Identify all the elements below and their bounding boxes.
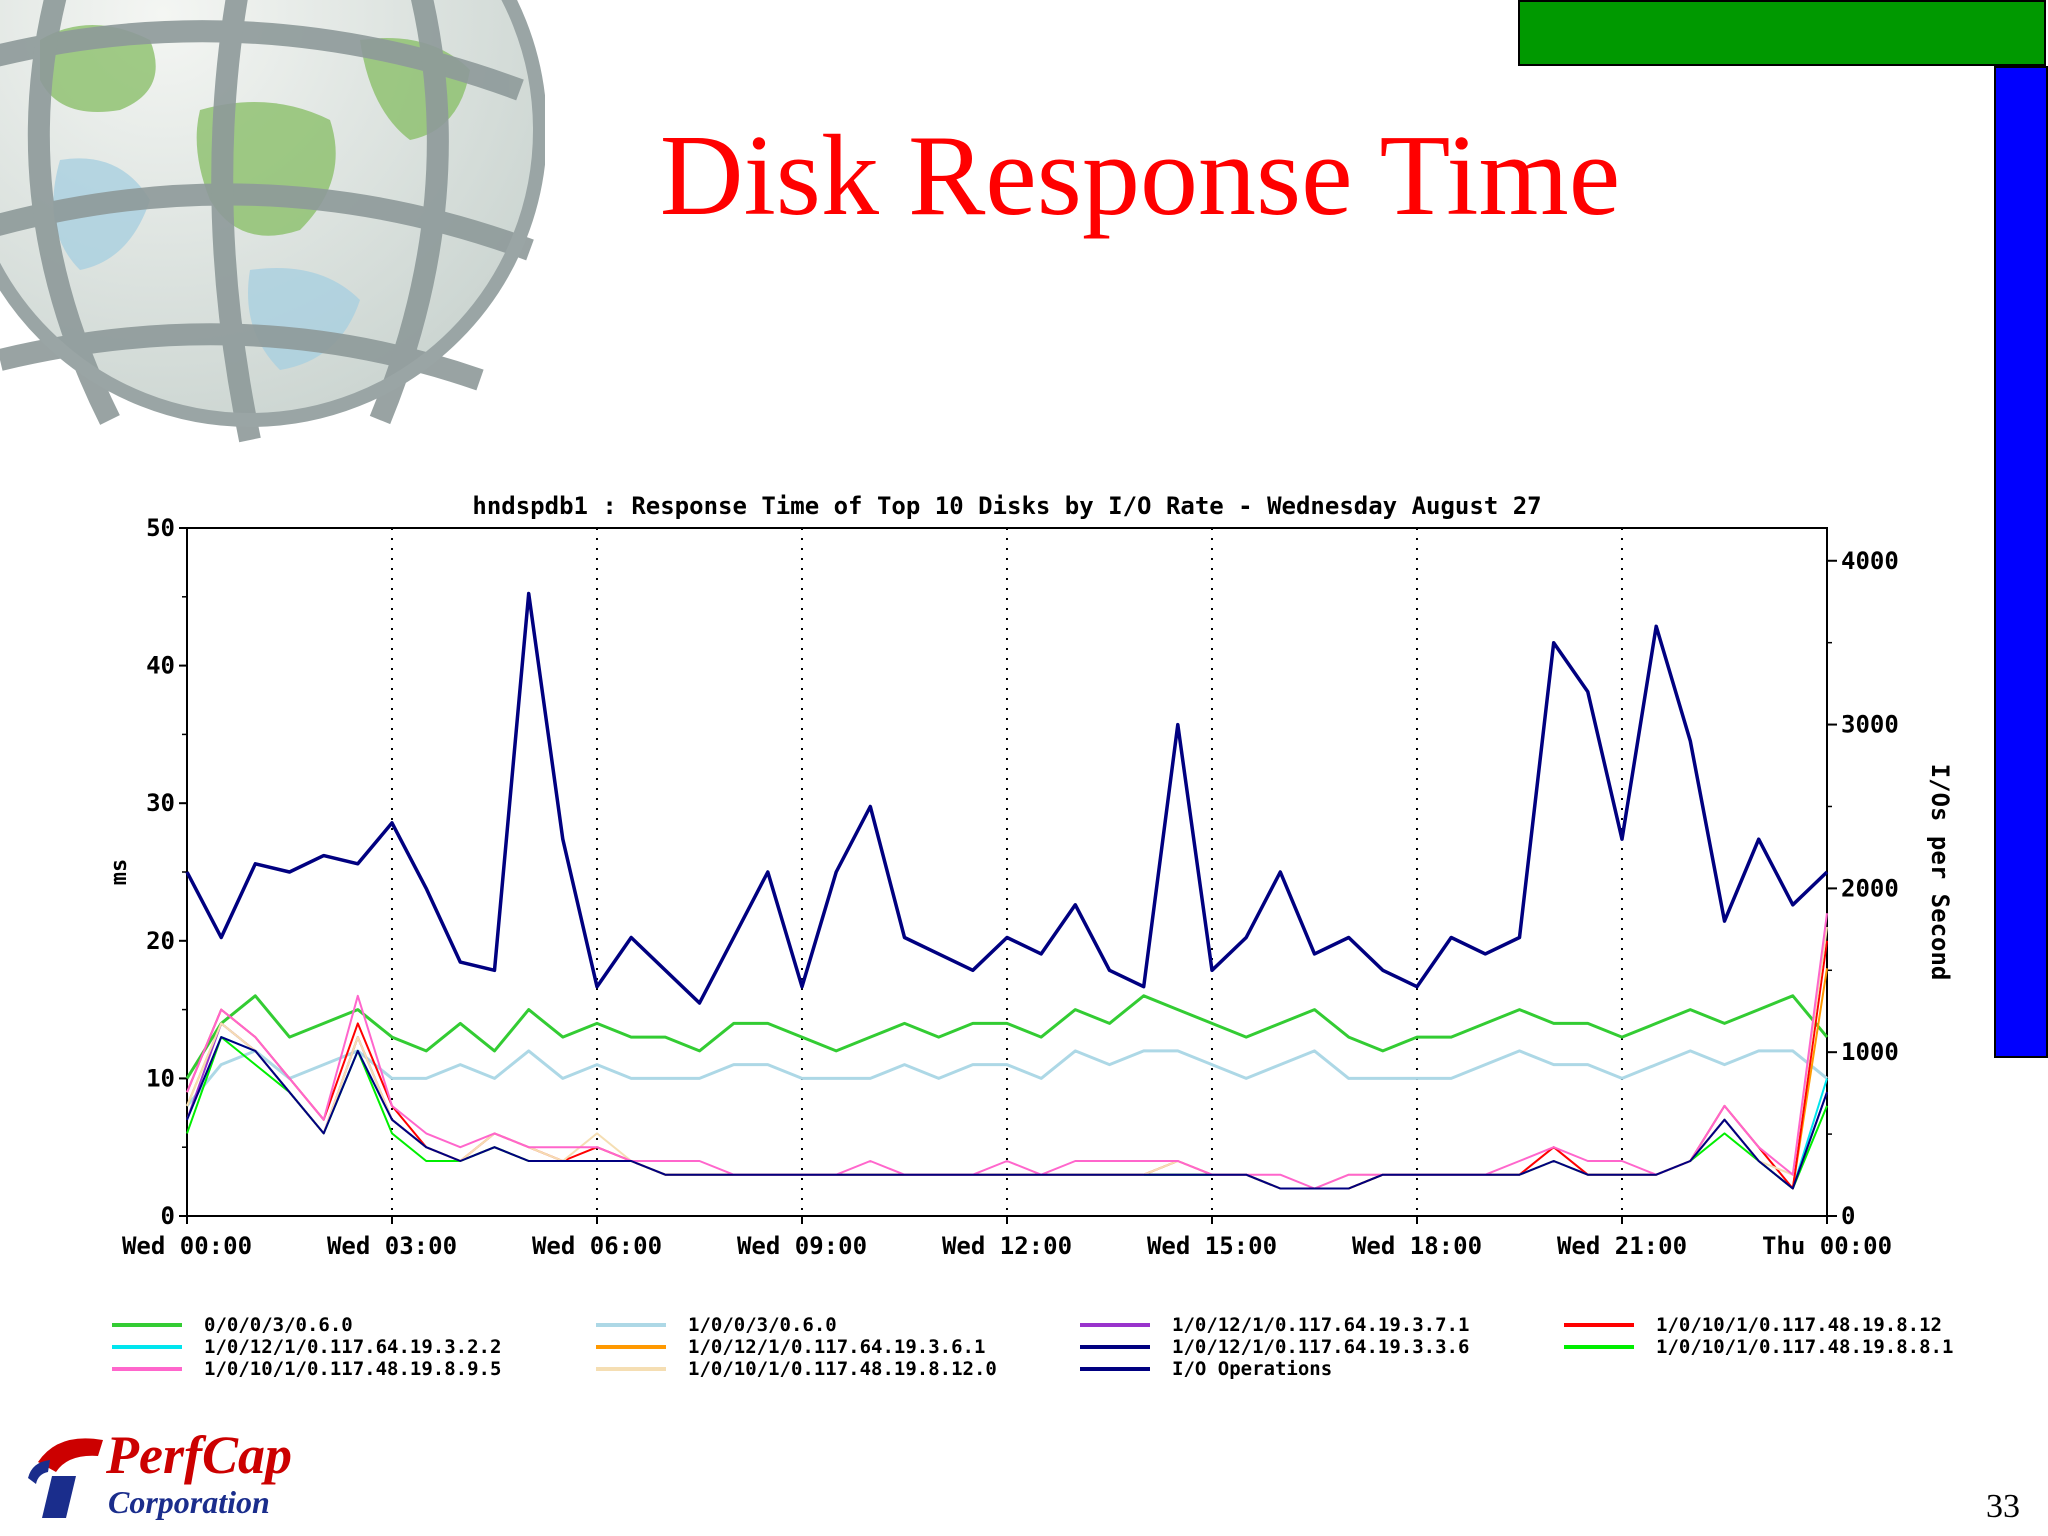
legend-label: 1/0/10/1/0.117.48.19.8.9.5 bbox=[204, 1358, 502, 1380]
page-number: 33 bbox=[1986, 1488, 2020, 1525]
series-line-1-0-12-1-0-117-64-19-3-3-6 bbox=[186, 1036, 1828, 1190]
response-time-chart: hndspdb1 : Response Time of Top 10 Disks… bbox=[107, 492, 1954, 1260]
legend-label: 1/0/10/1/0.117.48.19.8.12.0 bbox=[688, 1358, 997, 1380]
y2-tick-label: 0 bbox=[1841, 1202, 1855, 1230]
legend-label: 1/0/12/1/0.117.64.19.3.7.1 bbox=[1172, 1314, 1470, 1336]
legend-label: 1/0/10/1/0.117.48.19.8.8.1 bbox=[1656, 1336, 1954, 1358]
legend-label: 1/0/12/1/0.117.64.19.3.3.6 bbox=[1172, 1336, 1470, 1358]
legend-swatch bbox=[1080, 1345, 1150, 1349]
legend-label: 0/0/0/3/0.6.0 bbox=[204, 1314, 353, 1336]
legend-item: 1/0/12/1/0.117.64.19.3.7.1 bbox=[1080, 1314, 1469, 1336]
x-tick-label: Wed 15:00 bbox=[1147, 1232, 1277, 1260]
legend-item: 1/0/12/1/0.117.64.19.3.3.6 bbox=[1080, 1336, 1469, 1358]
slide-title: Disk Response Time bbox=[659, 112, 1621, 240]
series-line-1-0-10-1-0-117-48-19-8-9-5 bbox=[186, 913, 1828, 1190]
legend-item: 0/0/0/3/0.6.0 bbox=[112, 1314, 353, 1336]
plot-area bbox=[186, 527, 1828, 1217]
x-tick-label: Wed 12:00 bbox=[942, 1232, 1072, 1260]
series-line-1-0-0-3-0-6-0 bbox=[185, 1049, 1828, 1107]
chart-title: hndspdb1 : Response Time of Top 10 Disks… bbox=[472, 492, 1541, 520]
y2-axis-label: I/Os per Second bbox=[1926, 764, 1954, 981]
legend-item: I/O Operations bbox=[1080, 1358, 1332, 1380]
y2-tick-label: 1000 bbox=[1841, 1038, 1899, 1066]
legend-swatch bbox=[112, 1367, 182, 1371]
legend-swatch bbox=[596, 1367, 666, 1371]
y-axis-label: ms bbox=[107, 859, 132, 886]
top-accent-bar bbox=[1518, 0, 2046, 66]
y-tick-label: 0 bbox=[161, 1202, 175, 1230]
legend-swatch bbox=[112, 1323, 182, 1327]
perfcap-logo-mark bbox=[28, 1438, 103, 1518]
legend-item: 1/0/12/1/0.117.64.19.3.2.2 bbox=[112, 1336, 501, 1358]
chart-legend: 0/0/0/3/0.6.0 1/0/12/1/0.117.64.19.3.2.2 1… bbox=[112, 1314, 1992, 1384]
legend-swatch bbox=[596, 1345, 666, 1349]
logo-subtitle: Corporation bbox=[108, 1484, 270, 1520]
legend-swatch bbox=[112, 1345, 182, 1349]
y-tick-label: 30 bbox=[146, 789, 175, 817]
legend-item: 1/0/10/1/0.117.48.19.8.12.0 bbox=[596, 1358, 997, 1380]
legend-label: 1/0/12/1/0.117.64.19.3.2.2 bbox=[204, 1336, 502, 1358]
globe-image bbox=[0, 0, 545, 443]
y-tick-label: 10 bbox=[146, 1064, 175, 1092]
logo-name: PerfCap bbox=[106, 1425, 292, 1485]
legend-swatch bbox=[1564, 1345, 1634, 1349]
perfcap-logo: PerfCap Corporation bbox=[28, 1425, 328, 1524]
series-line-0-0-0-3-0-6-0 bbox=[185, 994, 1829, 1080]
axis-ticks: Wed 00:00 Wed 03:00 Wed 06:00 Wed 09:00 Wed … bbox=[122, 514, 1899, 1260]
legend-item: 1/0/12/1/0.117.64.19.3.6.1 bbox=[596, 1336, 985, 1358]
legend-label: 1/0/12/1/0.117.64.19.3.6.1 bbox=[688, 1336, 986, 1358]
legend-label: I/O Operations bbox=[1172, 1358, 1333, 1380]
x-tick-label: Thu 00:00 bbox=[1762, 1232, 1892, 1260]
x-tick-label: Wed 09:00 bbox=[737, 1232, 867, 1260]
legend-swatch bbox=[1080, 1323, 1150, 1327]
legend-item: 1/0/10/1/0.117.48.19.8.9.5 bbox=[112, 1358, 501, 1380]
y2-tick-label: 2000 bbox=[1841, 874, 1899, 902]
legend-item: 1/0/10/1/0.117.48.19.8.12 bbox=[1564, 1314, 1942, 1336]
x-tick-label: Wed 21:00 bbox=[1557, 1232, 1687, 1260]
y-tick-label: 50 bbox=[146, 514, 175, 542]
legend-item: 1/0/10/1/0.117.48.19.8.8.1 bbox=[1564, 1336, 1953, 1358]
legend-swatch bbox=[1080, 1367, 1150, 1371]
legend-swatch bbox=[596, 1323, 666, 1327]
y2-tick-label: 3000 bbox=[1841, 711, 1899, 739]
legend-label: 1/0/0/3/0.6.0 bbox=[688, 1314, 837, 1336]
legend-swatch bbox=[1564, 1323, 1634, 1327]
legend-label: 1/0/10/1/0.117.48.19.8.12 bbox=[1656, 1314, 1942, 1336]
y-tick-label: 40 bbox=[146, 652, 175, 680]
legend-item: 1/0/0/3/0.6.0 bbox=[596, 1314, 837, 1336]
y-tick-label: 20 bbox=[146, 927, 175, 955]
y2-tick-label: 4000 bbox=[1841, 547, 1899, 575]
x-tick-label: Wed 00:00 bbox=[122, 1232, 252, 1260]
series-line-i-o-operations bbox=[185, 591, 1829, 1005]
x-tick-label: Wed 06:00 bbox=[532, 1232, 662, 1260]
side-accent-bar bbox=[1994, 66, 2048, 1058]
x-tick-label: Wed 03:00 bbox=[327, 1232, 457, 1260]
series-lines bbox=[185, 591, 1829, 1190]
x-tick-label: Wed 18:00 bbox=[1352, 1232, 1482, 1260]
